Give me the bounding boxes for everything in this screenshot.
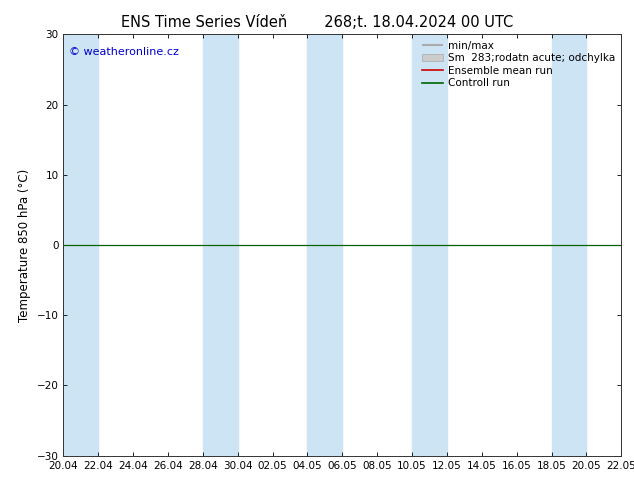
Bar — [203, 34, 238, 456]
Bar — [552, 34, 586, 456]
Text: ENS Time Series Vídeň        268;t. 18.04.2024 00 UTC: ENS Time Series Vídeň 268;t. 18.04.2024 … — [121, 15, 513, 30]
Y-axis label: Temperature 850 hPa (°C): Temperature 850 hPa (°C) — [18, 169, 31, 321]
Text: © weatheronline.cz: © weatheronline.cz — [69, 47, 179, 57]
Legend: min/max, Sm  283;rodatn acute; odchylka, Ensemble mean run, Controll run: min/max, Sm 283;rodatn acute; odchylka, … — [418, 36, 619, 93]
Bar — [307, 34, 342, 456]
Bar — [412, 34, 447, 456]
Bar — [63, 34, 98, 456]
